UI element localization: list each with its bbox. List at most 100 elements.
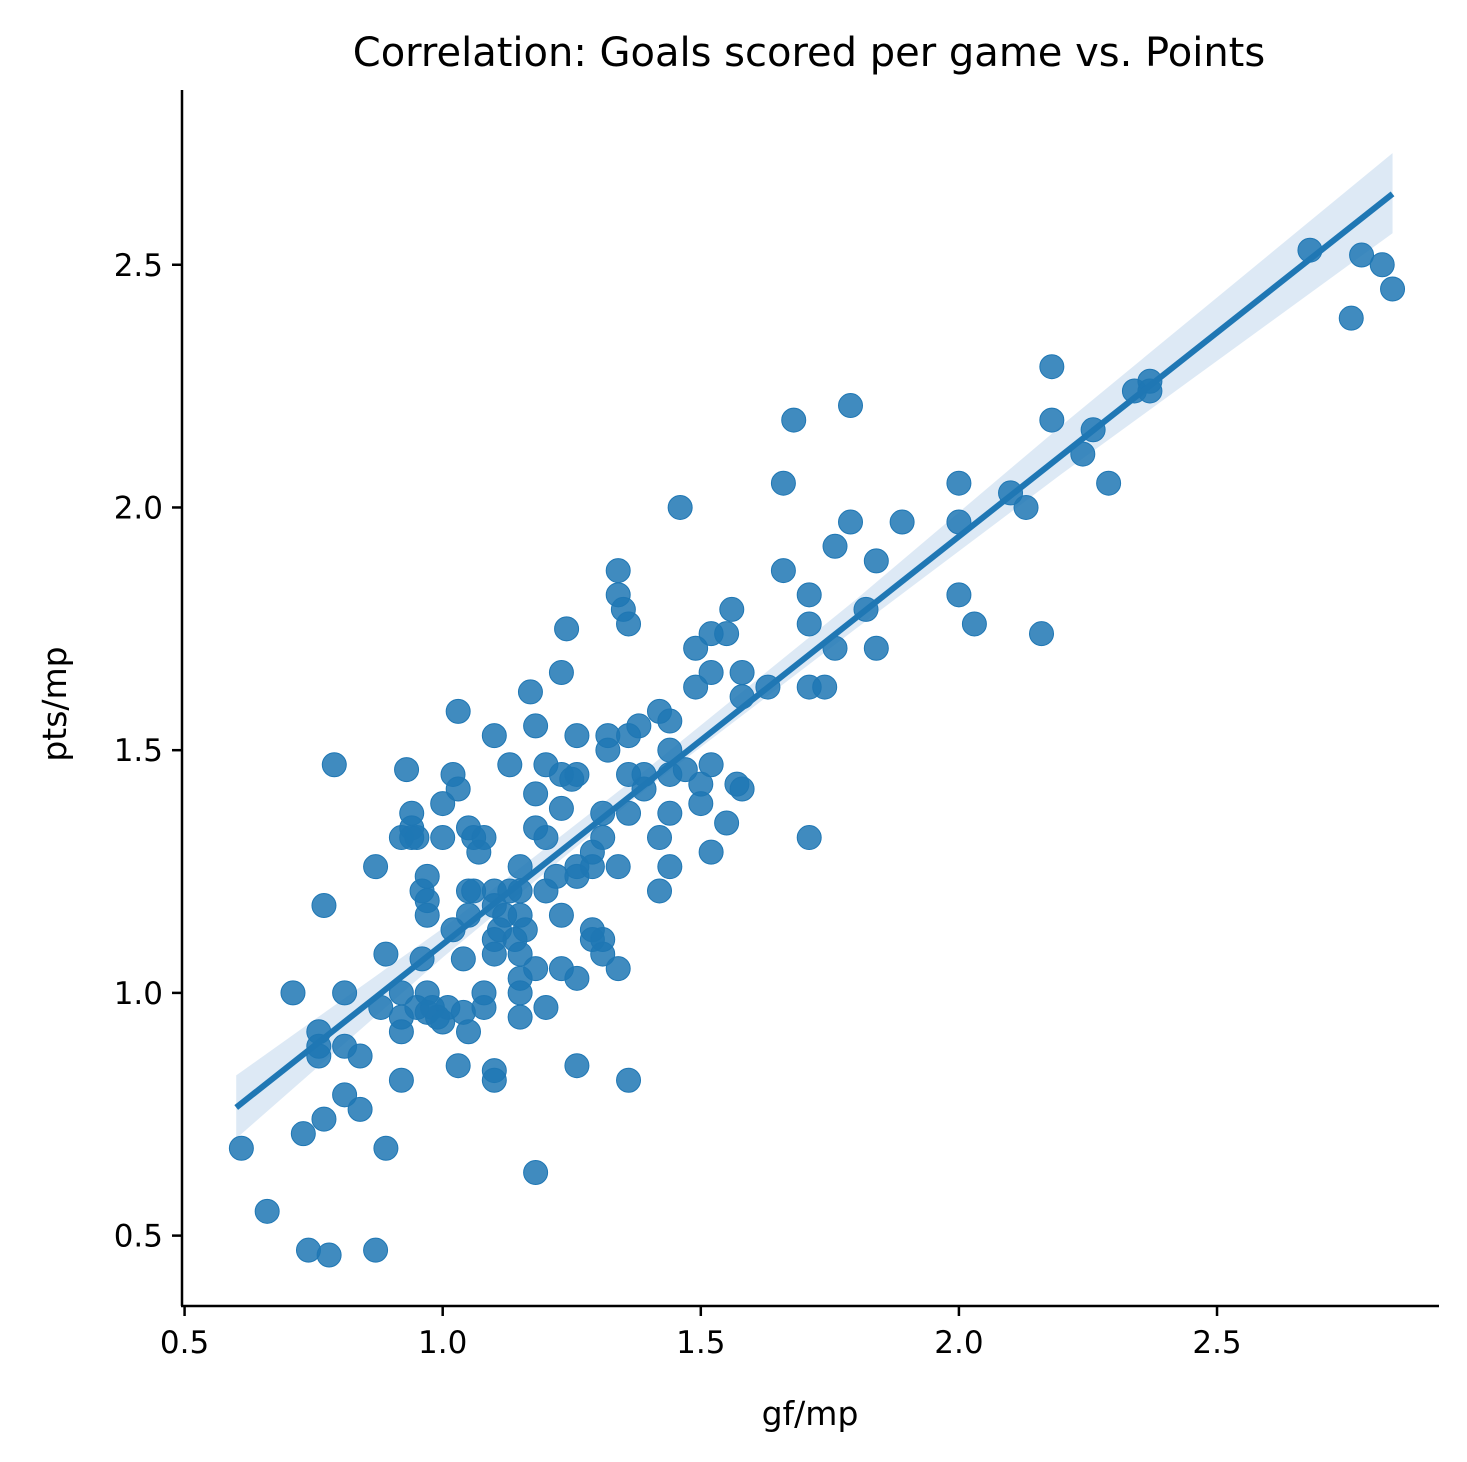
x-tick-label: 2.0 [934,1325,983,1361]
data-point [373,1135,399,1161]
data-point [698,660,724,686]
y-axis-label: pts/mp [35,646,74,761]
data-point [394,757,420,783]
x-tick-label: 2.5 [1192,1325,1241,1361]
data-point [605,558,631,584]
x-tick-label: 0.5 [160,1325,209,1361]
data-point [445,776,471,802]
data-point [714,621,740,647]
data-point [657,800,683,826]
data-point [471,825,497,851]
data-point [579,854,605,880]
data-point [616,1067,642,1093]
x-axis-label: gf/mp [762,1394,859,1433]
data-point [714,810,740,836]
data-points-layer [228,237,1406,1268]
data-point [321,752,347,778]
data-point [414,863,440,889]
data-point [363,1237,389,1263]
data-point [1369,252,1395,278]
data-point [512,917,538,943]
data-point [729,776,755,802]
data-point [481,941,507,967]
data-point [388,1019,414,1045]
data-point [481,723,507,749]
data-point [961,611,987,637]
data-point [564,723,590,749]
data-point [254,1198,280,1224]
data-point [605,854,631,880]
data-point [1013,494,1039,520]
data-point [507,1004,533,1030]
data-point [647,825,673,851]
data-point [672,757,698,783]
data-point [414,902,440,928]
data-point [688,791,714,817]
data-point [770,470,796,496]
data-point [626,713,652,739]
data-point [796,825,822,851]
data-point [564,965,590,991]
data-point [456,1019,482,1045]
data-point [404,825,430,851]
data-point [647,878,673,904]
data-point [616,611,642,637]
data-point [471,994,497,1020]
data-point [1137,378,1163,404]
data-point [388,1067,414,1093]
data-point [729,660,755,686]
data-point [430,825,456,851]
data-point [1039,354,1065,380]
data-point [595,737,621,763]
y-tick-label: 1.0 [114,976,163,1012]
chart-title: Correlation: Goals scored per game vs. P… [353,30,1265,76]
confidence-band [236,153,1393,1139]
data-point [316,1242,342,1268]
data-point [533,825,559,851]
regression-line-layer [234,191,1395,1110]
data-point [1029,621,1055,647]
data-point [430,791,456,817]
y-tick-label: 0.5 [114,1219,163,1255]
data-point [311,1106,337,1132]
regression-line [234,191,1395,1110]
data-point [822,533,848,559]
data-point [548,660,574,686]
y-tick-label: 2.5 [114,248,163,284]
data-point [683,635,709,661]
data-point [517,679,543,705]
x-ticks: 0.5 1.0 1.5 2.0 2.5 [160,1306,1242,1361]
data-point [228,1135,254,1161]
data-point [554,616,580,642]
data-point [698,752,724,778]
data-point [698,839,724,865]
data-point [564,761,590,787]
data-point [605,956,631,982]
data-point [590,825,616,851]
data-point [533,994,559,1020]
data-point [523,1160,549,1186]
data-point [332,980,358,1006]
data-point [683,674,709,700]
data-point [445,1053,471,1079]
data-point [1349,242,1375,268]
data-point [564,1053,590,1079]
data-point [295,1237,321,1263]
data-point [450,946,476,972]
data-point [838,393,864,419]
data-point [667,494,693,520]
data-point [548,902,574,928]
data-point [946,470,972,496]
data-point [445,698,471,724]
data-point [523,713,549,739]
data-point [657,854,683,880]
data-point [1096,470,1122,496]
data-point [781,407,807,433]
data-point [1039,407,1065,433]
data-point [1380,276,1406,302]
data-point [590,941,616,967]
data-point [770,558,796,584]
data-point [719,596,745,622]
